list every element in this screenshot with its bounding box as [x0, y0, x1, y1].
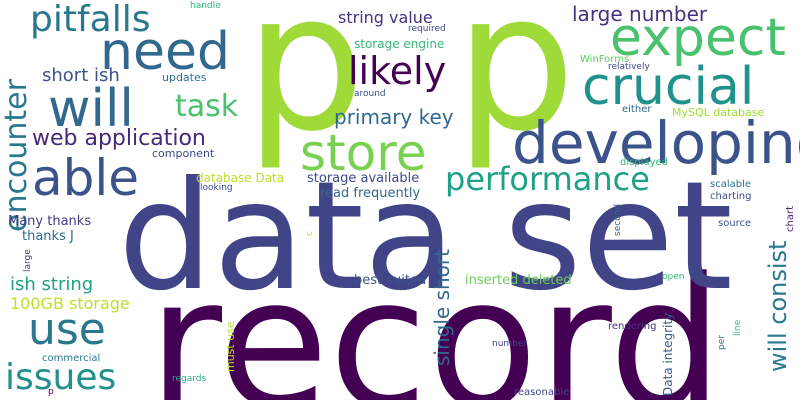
word-crucial: crucial: [582, 57, 755, 117]
word-record: record: [148, 240, 723, 400]
word-around: around: [354, 89, 386, 99]
word-relatively: relatively: [608, 62, 650, 72]
word-data-integrity: Data integrity: [661, 312, 675, 396]
word-performance: performance: [445, 160, 650, 198]
word-component: component: [152, 147, 215, 160]
word-source: source: [718, 218, 752, 229]
word-second: second: [613, 203, 623, 236]
word-will-consist: will consist: [764, 240, 792, 372]
word-use: use: [28, 304, 106, 355]
word-developing: developing: [512, 109, 800, 177]
word-commercial: commercial: [42, 353, 101, 364]
word-required: required: [408, 24, 446, 34]
word-per: per: [717, 335, 727, 350]
word-either: either: [622, 104, 652, 115]
word-thanks-j: thanks J: [22, 229, 74, 244]
word-displayed: displayed: [620, 157, 669, 168]
word-number: number: [492, 339, 528, 349]
word-p-left: p: [245, 0, 366, 173]
word-c: c: [305, 231, 315, 236]
word-scalable: scalable: [710, 179, 752, 190]
word-storage-available: storage available: [307, 171, 420, 186]
word-100gb-storage: 100GB storage: [10, 294, 130, 313]
word-inserted-deleted: inserted deleted: [465, 273, 572, 288]
word-pitfalls: pitfalls: [30, 0, 151, 40]
word-storage-engine: storage engine: [354, 37, 445, 51]
word-web-application: web application: [32, 126, 206, 151]
word-need: need: [100, 22, 230, 82]
word-primary-key: primary key: [334, 105, 454, 129]
word-chart: chart: [785, 206, 796, 232]
word-looking: looking: [200, 183, 233, 193]
word-rendering: rendering: [608, 321, 657, 332]
word-encounter: encounter: [0, 79, 34, 232]
word-handle: handle: [190, 1, 221, 11]
word-will: will: [48, 79, 134, 139]
word-many-thanks: Many thanks: [8, 214, 92, 229]
word-issues: issues: [5, 357, 117, 398]
word-able: able: [32, 149, 140, 207]
word-likely: likely: [348, 49, 447, 93]
word-p-right: p: [455, 0, 576, 173]
word-updates: updates: [162, 71, 207, 84]
word-large: large: [23, 249, 33, 272]
word-p-small: p: [48, 387, 54, 397]
word-reasonable: reasonable: [514, 387, 570, 398]
word-single-short: single short: [430, 249, 454, 366]
word-charting: charting: [710, 191, 752, 202]
word-short-ish: short ish: [42, 65, 120, 86]
word-best-suited: best suited: [354, 273, 427, 288]
word-large-number: large number: [572, 2, 708, 26]
word-read-frequently: read frequently: [320, 186, 421, 201]
word-database-data: database Data: [196, 171, 285, 185]
word-open: open: [662, 272, 685, 282]
word-ish-string: ish string: [10, 274, 94, 295]
word-mysql-database: MySQL database: [672, 106, 765, 119]
word-string-value: string value: [338, 8, 433, 27]
word-store: store: [300, 124, 427, 182]
word-line: line: [733, 319, 743, 336]
word-must-use: must use: [224, 321, 237, 372]
word-task: task: [175, 89, 239, 124]
word-expect: expect: [610, 8, 786, 68]
word-data-set: data set: [118, 150, 733, 324]
word-regards: regards: [172, 374, 207, 384]
word-winforms: WinForms: [580, 54, 630, 65]
